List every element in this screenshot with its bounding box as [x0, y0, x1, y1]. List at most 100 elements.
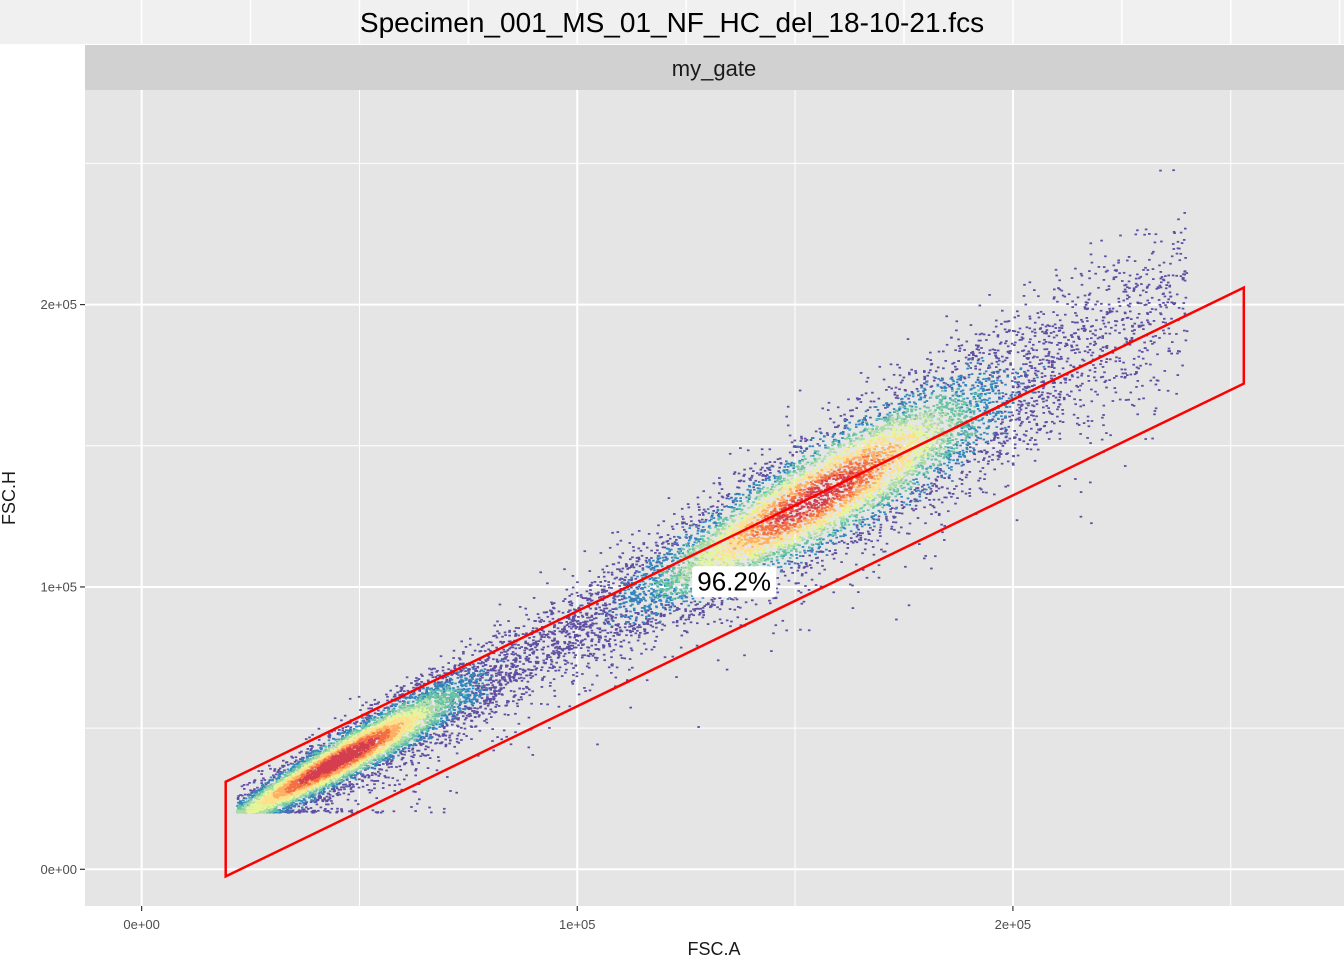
density-point: [1153, 341, 1156, 344]
density-point: [1184, 227, 1187, 230]
density-point: [935, 490, 938, 492]
density-point: [808, 445, 812, 448]
density-point: [489, 679, 493, 681]
density-point: [1000, 381, 1004, 384]
density-point: [788, 434, 792, 437]
density-point: [1005, 453, 1008, 455]
density-point: [629, 579, 633, 582]
density-point: [996, 349, 1000, 352]
density-point: [995, 432, 998, 435]
density-point: [675, 593, 679, 595]
density-point: [675, 523, 679, 525]
density-point: [1173, 302, 1177, 304]
density-point: [603, 659, 606, 662]
density-point: [972, 452, 976, 455]
density-point: [485, 683, 489, 686]
density-point: [860, 422, 864, 425]
density-point: [445, 715, 449, 718]
density-point: [1132, 290, 1135, 292]
density-point: [1060, 357, 1063, 360]
density-point: [473, 707, 476, 709]
density-point: [478, 670, 482, 673]
density-point: [348, 810, 351, 813]
density-point: [480, 697, 484, 699]
density-point: [768, 466, 772, 469]
density-point: [694, 537, 698, 540]
density-point: [646, 619, 650, 622]
density-point: [468, 681, 472, 684]
density-point: [460, 711, 463, 714]
density-point: [936, 366, 940, 369]
density-point: [664, 604, 668, 606]
density-point: [794, 582, 798, 585]
density-point: [1071, 306, 1074, 308]
density-point: [1108, 311, 1112, 314]
density-point: [618, 578, 622, 581]
density-point: [488, 700, 492, 703]
density-point: [1118, 332, 1121, 334]
density-point: [239, 794, 242, 796]
density-point: [572, 667, 575, 669]
density-point: [818, 444, 821, 447]
density-point: [268, 779, 272, 781]
density-point: [252, 781, 256, 784]
density-point: [1053, 323, 1057, 326]
density-point: [1158, 284, 1162, 287]
density-point: [929, 369, 932, 372]
density-point: [839, 415, 843, 417]
density-point: [629, 631, 632, 634]
density-point: [991, 418, 995, 421]
density-point: [655, 626, 658, 629]
density-point: [1125, 338, 1128, 341]
density-point: [619, 556, 622, 559]
density-point: [1030, 367, 1034, 369]
density-point: [1033, 380, 1036, 382]
density-point: [1180, 242, 1184, 244]
density-point: [814, 584, 818, 586]
density-point: [799, 445, 802, 448]
density-point: [851, 541, 855, 544]
density-point: [680, 634, 684, 637]
density-point: [520, 698, 523, 701]
density-point: [1004, 428, 1008, 431]
density-point: [563, 647, 566, 650]
density-point: [624, 615, 627, 618]
density-point: [248, 793, 252, 796]
density-point: [481, 693, 485, 696]
density-point: [463, 700, 466, 703]
density-point: [340, 780, 344, 783]
density-point: [528, 674, 532, 677]
density-point: [560, 648, 564, 651]
density-point: [931, 484, 935, 487]
density-point: [1005, 340, 1008, 342]
density-point: [509, 743, 513, 746]
density-point: [520, 676, 523, 679]
density-point: [1114, 320, 1117, 322]
density-point: [945, 496, 948, 499]
density-point: [675, 676, 678, 678]
density-point: [1012, 386, 1015, 389]
density-point: [1122, 271, 1126, 274]
density-point: [505, 665, 508, 668]
density-point: [373, 783, 376, 786]
density-point: [1117, 261, 1120, 264]
density-point: [269, 767, 272, 770]
density-point: [505, 704, 509, 707]
density-point: [1033, 335, 1037, 337]
density-point: [709, 505, 713, 508]
density-point: [381, 787, 385, 789]
density-point: [804, 562, 808, 564]
density-point: [994, 386, 997, 389]
density-point: [499, 682, 502, 685]
density-point: [798, 460, 802, 462]
density-point: [716, 659, 720, 662]
density-point: [1017, 413, 1021, 415]
density-point: [1080, 274, 1084, 277]
density-point: [253, 780, 256, 782]
density-point: [349, 726, 353, 729]
density-point: [443, 807, 446, 810]
density-point: [297, 805, 301, 808]
density-point: [655, 544, 658, 547]
density-point: [533, 620, 536, 622]
density-point: [859, 539, 863, 541]
